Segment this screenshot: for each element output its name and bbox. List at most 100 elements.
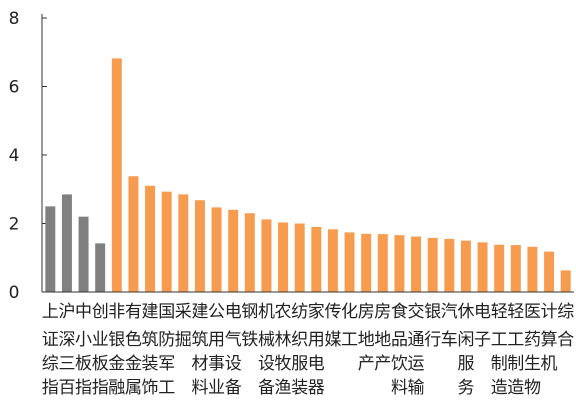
x-tick-label-char: 化 (341, 302, 358, 322)
bar-26 (460, 240, 471, 293)
x-tick-label-char: 板 (75, 354, 92, 374)
x-tick-label-char: 色 (125, 330, 142, 350)
x-tick-label-char: 合 (557, 330, 574, 350)
x-tick-label-char: 融 (108, 378, 125, 398)
x-tick-label-char: 工 (507, 330, 524, 350)
x-tick-label-char: 造 (507, 378, 524, 398)
x-tick-label-char: 创 (92, 302, 109, 322)
bar-12 (228, 209, 239, 292)
x-tick-label-char: 防 (158, 330, 175, 350)
x-tick-label-char: 地 (358, 330, 375, 350)
x-tick-label-char: 筑 (191, 330, 208, 350)
bar-29 (510, 245, 521, 292)
x-tick-label-char: 工 (158, 378, 175, 398)
x-tick-label-char: 建 (142, 302, 159, 322)
x-tick-label-char: 电 (308, 354, 325, 374)
x-tick-label-char: 制 (507, 354, 524, 374)
x-tick-label-char: 综 (42, 354, 59, 374)
x-tick-label-char: 业 (92, 330, 109, 350)
x-tick-label-char: 电 (474, 302, 491, 322)
x-tick-label-char: 传 (324, 302, 341, 322)
x-tick-label-char: 百 (58, 378, 75, 398)
x-tick-label-char: 沪 (58, 302, 75, 322)
x-tick-label-char: 指 (75, 378, 92, 398)
x-tick-label-char: 产 (374, 354, 391, 374)
x-tick-label-char: 生 (524, 354, 541, 374)
x-tick-label-char: 房 (374, 302, 391, 322)
x-tick-label-char: 休 (457, 302, 474, 322)
x-tick-label-char: 品 (391, 330, 408, 350)
bar-25 (444, 238, 455, 292)
x-tick-label-char: 工 (491, 330, 508, 350)
y-tick-label: 4 (9, 146, 20, 166)
x-tick-label-char: 装 (142, 354, 159, 374)
x-tick-label-char: 用 (208, 330, 225, 350)
x-tick-label-char: 电 (225, 302, 242, 322)
x-tick-label-char: 家 (308, 302, 325, 322)
x-tick-label-char: 务 (457, 378, 474, 398)
x-tick-label-char: 设 (225, 354, 242, 374)
x-tick-label-char: 用 (308, 330, 325, 350)
x-tick-label-char: 板 (92, 354, 109, 374)
bar-22 (394, 235, 405, 292)
bar-5 (111, 58, 122, 292)
x-tick-label-char: 交 (408, 302, 425, 322)
x-tick-label-char: 饰 (142, 378, 159, 398)
x-tick-label-char: 行 (424, 330, 441, 350)
x-tick-label-char: 制 (491, 354, 508, 374)
x-tick-label-char: 闲 (457, 330, 474, 350)
x-tick-label-char: 服 (457, 354, 474, 374)
x-tick-label-char: 军 (158, 354, 175, 374)
bar-30 (527, 246, 538, 292)
x-tick-label-char: 房 (358, 302, 375, 322)
y-tick-label: 6 (9, 78, 20, 98)
bar-28 (494, 244, 505, 292)
bar-11 (211, 207, 222, 292)
x-tick-label-char: 上 (42, 302, 59, 322)
x-tick-label-char: 运 (408, 354, 425, 374)
bar-7 (145, 185, 156, 292)
bar-21 (377, 234, 388, 292)
x-tick-label-char: 属 (125, 378, 142, 398)
x-tick-label-char: 林 (275, 330, 292, 350)
x-tick-label-char: 材 (191, 354, 208, 374)
x-tick-label-char: 渔 (275, 378, 292, 398)
x-tick-label-char: 服 (291, 354, 308, 374)
x-tick-label-char: 料 (391, 378, 408, 398)
x-tick-label-char: 业 (208, 378, 225, 398)
x-tick-label-char: 饮 (391, 354, 408, 374)
x-tick-label-char: 金 (125, 354, 142, 374)
x-tick-label-char: 地 (374, 330, 391, 350)
bar-23 (411, 236, 422, 292)
x-tick-label-char: 备 (225, 378, 242, 398)
x-tick-label-char: 深 (58, 330, 75, 350)
bar-20 (361, 233, 372, 292)
x-tick-label-char: 铁 (241, 330, 258, 350)
x-tick-label-char: 物 (524, 378, 541, 398)
x-tick-label-char: 牧 (275, 354, 292, 374)
bar-9 (178, 194, 189, 292)
x-tick-label-char: 掘 (175, 330, 192, 350)
x-tick-label-char: 证 (42, 330, 59, 350)
bar-1 (45, 206, 56, 293)
x-tick-label-char: 农 (275, 302, 292, 322)
bar-31 (544, 251, 555, 292)
x-tick-label-char: 子 (474, 330, 491, 350)
bar-24 (427, 237, 438, 292)
bar-32 (560, 270, 571, 292)
x-tick-label-char: 计 (541, 302, 558, 322)
x-tick-label-char: 国 (158, 302, 175, 322)
x-tick-label-char: 三 (58, 354, 75, 374)
x-tick-label-char: 备 (258, 378, 275, 398)
x-tick-label-char: 纺 (291, 302, 308, 322)
x-tick-label-char: 织 (291, 330, 308, 350)
x-tick-label-char: 料 (191, 378, 208, 398)
y-tick-label: 8 (9, 9, 20, 29)
bar-13 (244, 213, 255, 292)
x-tick-label-char: 药 (524, 330, 541, 350)
x-tick-label-char: 机 (258, 302, 275, 322)
bar-17 (311, 226, 322, 292)
x-tick-label-char: 器 (308, 378, 325, 398)
bar-18 (327, 229, 338, 292)
